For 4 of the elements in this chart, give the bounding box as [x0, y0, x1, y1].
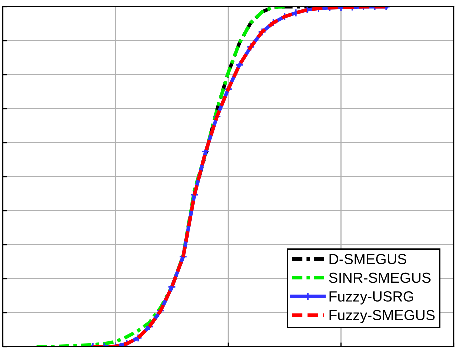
legend-label: D-SMEGUS	[330, 254, 407, 264]
legend-label: Fuzzy-SMEGUS	[330, 310, 435, 324]
legend-label: SINR-SMEGUS	[329, 272, 431, 284]
legend-label: Fuzzy-USRG	[330, 292, 414, 305]
